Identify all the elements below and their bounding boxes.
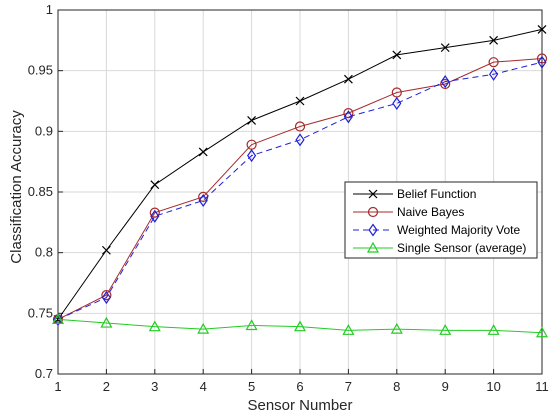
- legend-marker: [368, 189, 378, 199]
- legend-label: Single Sensor (average): [397, 241, 526, 255]
- data-point: [537, 55, 547, 69]
- x-axis-label: Sensor Number: [247, 397, 352, 414]
- legend-marker: [366, 241, 380, 253]
- data-point: [295, 96, 305, 106]
- x-tick-label: 4: [200, 379, 207, 394]
- data-point: [295, 133, 305, 147]
- x-axis-ticks: 1 2 3 4 5 6 7 8 9 10 11: [54, 369, 549, 394]
- data-point: [293, 320, 307, 332]
- legend-label: Naive Bayes: [397, 205, 464, 219]
- legend-label: Belief Function: [397, 187, 476, 201]
- data-point: [440, 75, 450, 89]
- data-point: [197, 322, 210, 334]
- data-point: [294, 121, 306, 132]
- data-point: [489, 35, 499, 45]
- data-point: [150, 209, 160, 223]
- legend-label: Weighted Majority Vote: [397, 223, 521, 237]
- data-point: [342, 324, 355, 335]
- data-point: [343, 108, 354, 119]
- x-tick-label: 7: [345, 379, 352, 394]
- data-point: [247, 115, 257, 125]
- data-point: [245, 319, 258, 331]
- y-axis-label: Classification Accuracy: [8, 110, 25, 264]
- data-point: [53, 312, 63, 326]
- data-point: [537, 24, 547, 34]
- x-tick-label: 10: [486, 379, 500, 394]
- y-tick-label: 0.7: [35, 366, 53, 381]
- y-tick-label: 1: [46, 2, 53, 17]
- y-tick-label: 0.9: [35, 123, 53, 138]
- x-tick-label: 3: [151, 379, 158, 394]
- data-point: [198, 147, 208, 157]
- data-point: [100, 316, 113, 328]
- legend-entry: Naive Bayes: [353, 205, 464, 219]
- data-point: [392, 50, 402, 60]
- series-line: [57, 318, 543, 334]
- data-point: [536, 53, 548, 64]
- x-tick-label: 9: [442, 379, 449, 394]
- data-point: [101, 290, 112, 301]
- data-point: [343, 74, 353, 84]
- series-line: [57, 61, 543, 320]
- data-point: [440, 78, 451, 90]
- data-point: [390, 322, 403, 334]
- data-point: [149, 207, 160, 218]
- data-point: [440, 43, 450, 53]
- data-point: [150, 180, 160, 190]
- y-tick-label: 0.85: [28, 184, 53, 199]
- x-tick-label: 6: [296, 379, 303, 394]
- data-point: [148, 320, 161, 332]
- y-tick-label: 0.95: [28, 63, 53, 78]
- y-tick-label: 0.8: [35, 245, 53, 260]
- x-tick-label: 5: [248, 379, 255, 394]
- legend: Belief Function Naive Bayes Weighted Major…: [344, 181, 538, 259]
- data-point: [489, 67, 499, 81]
- x-tick-label: 2: [103, 379, 110, 394]
- series-3: [53, 55, 547, 326]
- y-tick-label: 0.75: [28, 305, 53, 320]
- data-point: [247, 149, 257, 163]
- data-point: [343, 110, 353, 124]
- data-point: [51, 313, 65, 324]
- legend-entry: Weighted Majority Vote: [353, 223, 521, 237]
- data-point: [101, 291, 111, 305]
- x-tick-label: 11: [535, 379, 549, 394]
- series-4: [51, 313, 549, 338]
- legend-marker: [367, 206, 379, 218]
- legend-box: [344, 181, 538, 259]
- series-line: [57, 58, 543, 320]
- data-point: [535, 326, 549, 338]
- data-point: [488, 57, 499, 68]
- series-layer: [51, 24, 549, 338]
- legend-entry: Single Sensor (average): [353, 241, 526, 255]
- data-point: [439, 324, 452, 335]
- legend-marker: [368, 223, 378, 237]
- data-point: [392, 96, 402, 110]
- x-tick-label: 8: [393, 379, 400, 394]
- data-point: [101, 245, 111, 255]
- x-tick-label: 1: [54, 379, 61, 394]
- legend-entry: Belief Function: [353, 187, 476, 201]
- data-point: [487, 324, 500, 335]
- data-point: [198, 193, 208, 208]
